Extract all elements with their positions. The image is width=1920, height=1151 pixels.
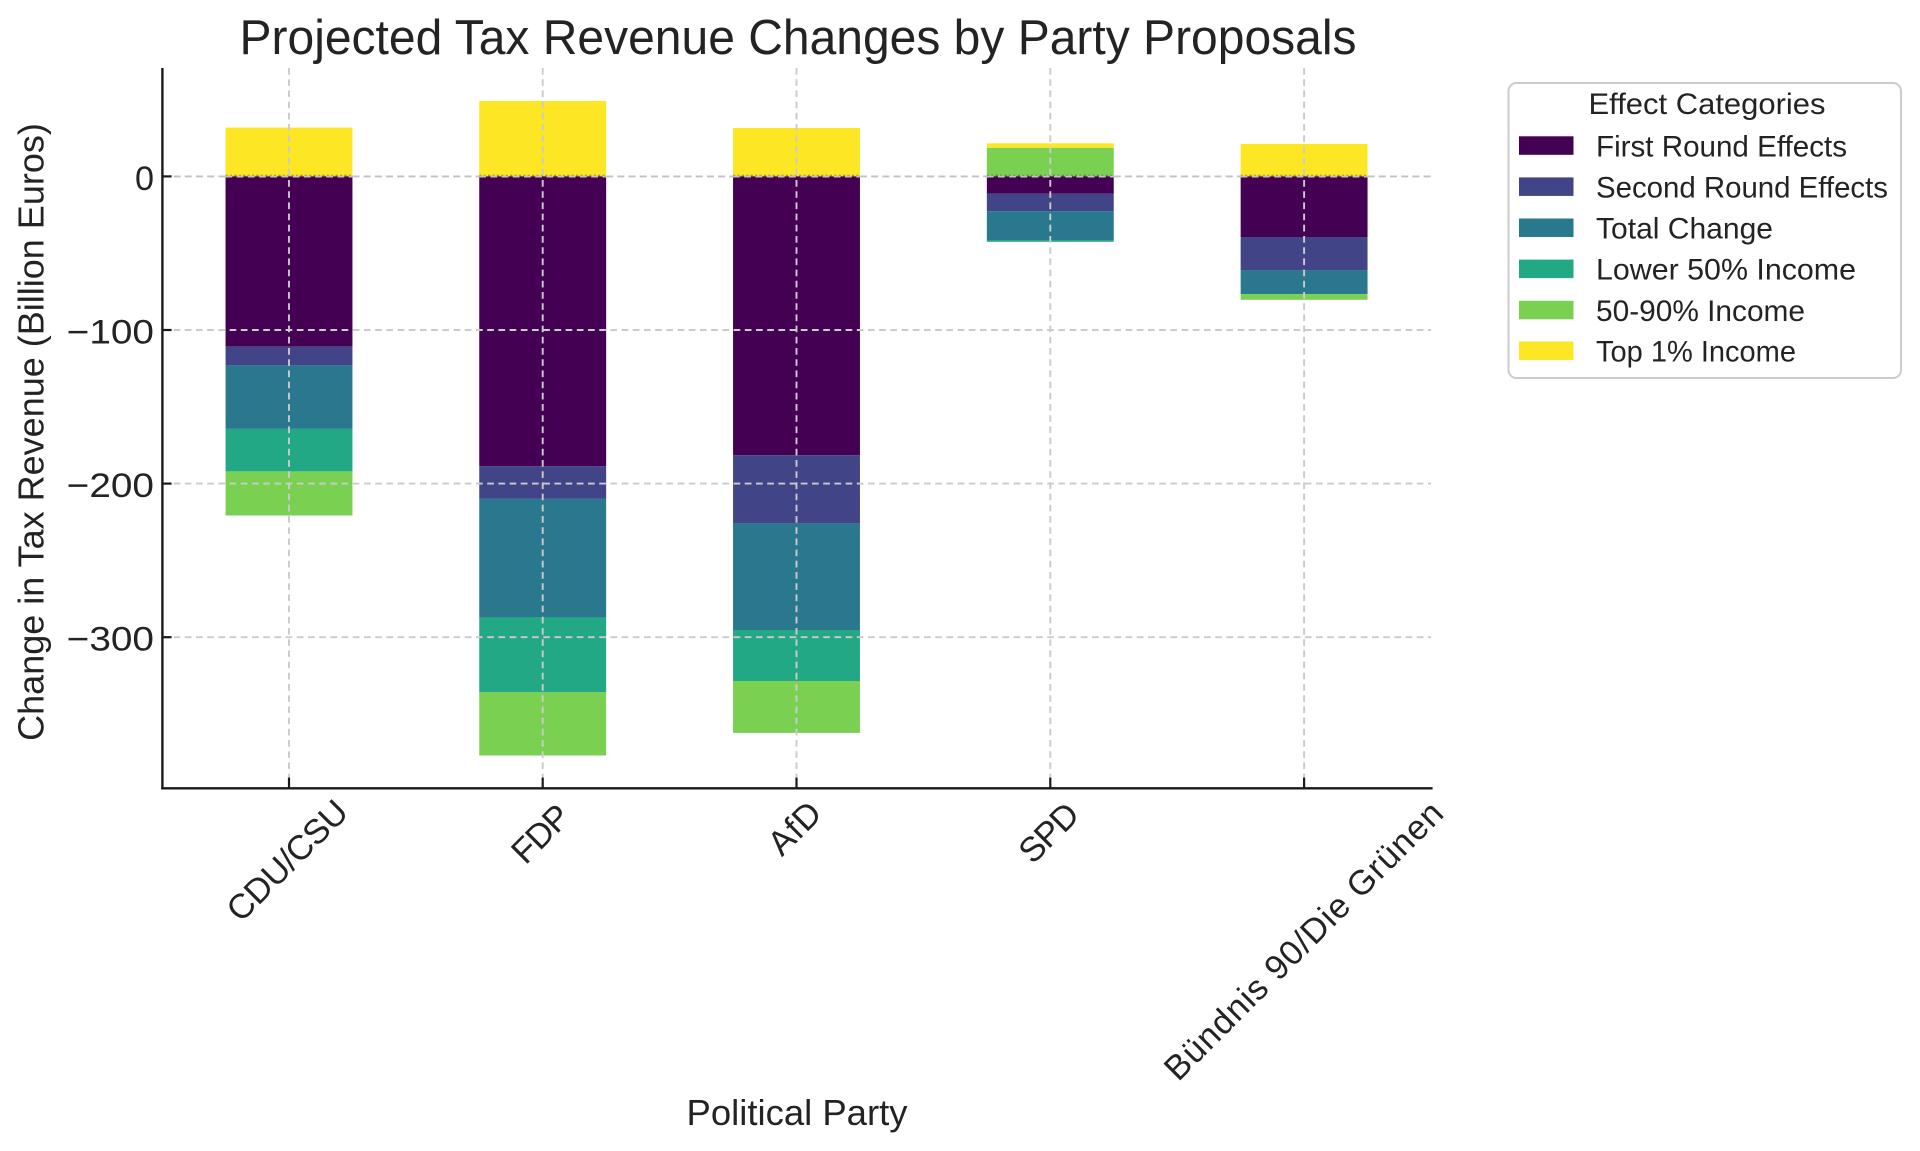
svg-text:SPD: SPD	[1012, 796, 1087, 871]
svg-text:Projected Tax Revenue Changes: Projected Tax Revenue Changes by Party P…	[240, 10, 1357, 65]
svg-text:50-90% Income: 50-90% Income	[1596, 295, 1805, 328]
svg-text:Top 1% Income: Top 1% Income	[1596, 336, 1796, 369]
svg-text:Total Change: Total Change	[1596, 213, 1773, 246]
svg-text:FDP: FDP	[504, 798, 577, 871]
svg-text:Political Party: Political Party	[687, 1092, 908, 1133]
svg-text:0: 0	[135, 160, 154, 198]
svg-text:−300: −300	[67, 621, 154, 659]
svg-text:Lower 50% Income: Lower 50% Income	[1596, 254, 1856, 287]
svg-text:Effect Categories: Effect Categories	[1589, 88, 1826, 121]
svg-text:First Round Effects: First Round Effects	[1596, 130, 1847, 163]
svg-text:CDU/CSU: CDU/CSU	[220, 793, 356, 929]
svg-text:Bündnis 90/Die Grünen: Bündnis 90/Die Grünen	[1157, 794, 1452, 1089]
svg-text:AfD: AfD	[761, 794, 830, 863]
svg-text:−200: −200	[67, 467, 154, 505]
svg-text:−100: −100	[67, 313, 154, 351]
svg-text:Change in Tax Revenue (Billion: Change in Tax Revenue (Billion Euros)	[11, 123, 52, 741]
svg-text:Second Round Effects: Second Round Effects	[1596, 171, 1888, 204]
